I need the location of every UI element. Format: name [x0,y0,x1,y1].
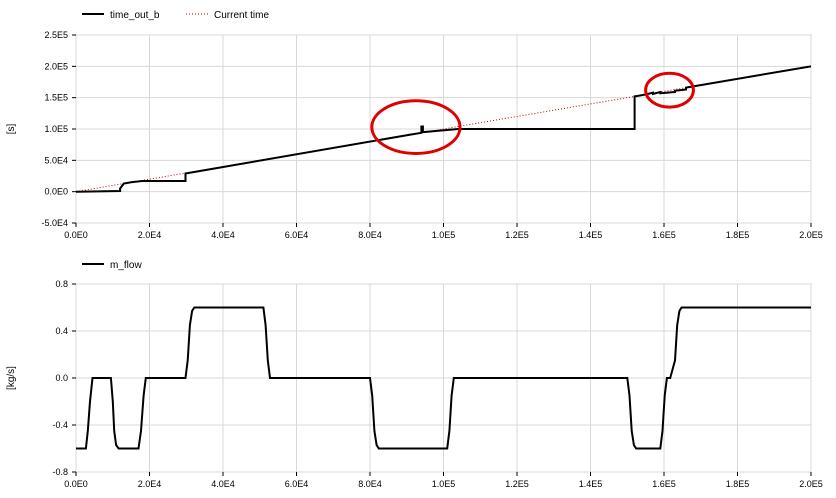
annotation-circle [370,99,462,155]
x-tick-label: 8.0E4 [358,230,382,240]
x-tick-label: 6.0E4 [285,230,309,240]
y-tick-label: 1.5E5 [44,93,68,103]
x-tick-label: 1.2E5 [505,230,529,240]
y-tick-label: -5.0E4 [41,218,68,228]
x-tick-label: 1.8E5 [726,230,750,240]
y-tick-label: -0.8 [52,467,68,477]
chart-panel-1: 0.0E0 2.0E4 4.0E4 6.0E4 8.0E4 1.0E5 1.2E5 1.4E5… [6,10,823,240]
x-tick-label: 1.6E5 [652,479,676,489]
y-tick-label: 0.0E0 [44,187,68,197]
series-line-time-out-b [76,65,811,193]
y-axis-label: [kg/s] [6,366,17,390]
x-tick-label: 4.0E4 [211,230,235,240]
y-tick-label: 2.5E5 [44,30,68,40]
legend-label: Current time [214,10,269,21]
y-tick-label: -0.4 [52,420,68,430]
x-tick-label: 1.4E5 [579,479,603,489]
y-tick-label: 0.8 [55,279,68,289]
x-tick-label: 1.6E5 [652,230,676,240]
x-tick-label: 2.0E5 [799,230,823,240]
chart-panel-2: 0.0E0 2.0E4 4.0E4 6.0E4 8.0E4 1.0E5 1.2E5 1.4E5… [6,260,823,489]
series-line-m-flow [76,306,811,450]
annotation-circle [644,71,695,109]
x-tick-label: 6.0E4 [285,479,309,489]
y-tick-label: 1.0E5 [44,124,68,134]
x-tick-label: 1.0E5 [432,479,456,489]
y-tick-label: 2.0E5 [44,61,68,71]
x-tick-label: 1.8E5 [726,479,750,489]
y-axis-label: [s] [6,124,17,135]
x-tick-label: 2.0E5 [799,479,823,489]
x-tick-label: 1.2E5 [505,479,529,489]
x-tick-label: 1.4E5 [579,230,603,240]
x-tick-label: 2.0E4 [138,479,162,489]
y-tick-label: 0.0 [55,373,68,383]
y-tick-label: 5.0E4 [44,155,68,165]
x-tick-label: 8.0E4 [358,479,382,489]
legend-label: time_out_b [110,10,160,21]
x-tick-label: 0.0E0 [64,230,88,240]
x-tick-label: 1.0E5 [432,230,456,240]
legend-label: m_flow [110,260,142,271]
x-tick-label: 4.0E4 [211,479,235,489]
y-tick-label: 0.4 [55,326,68,336]
x-tick-label: 0.0E0 [64,479,88,489]
x-tick-label: 2.0E4 [138,230,162,240]
